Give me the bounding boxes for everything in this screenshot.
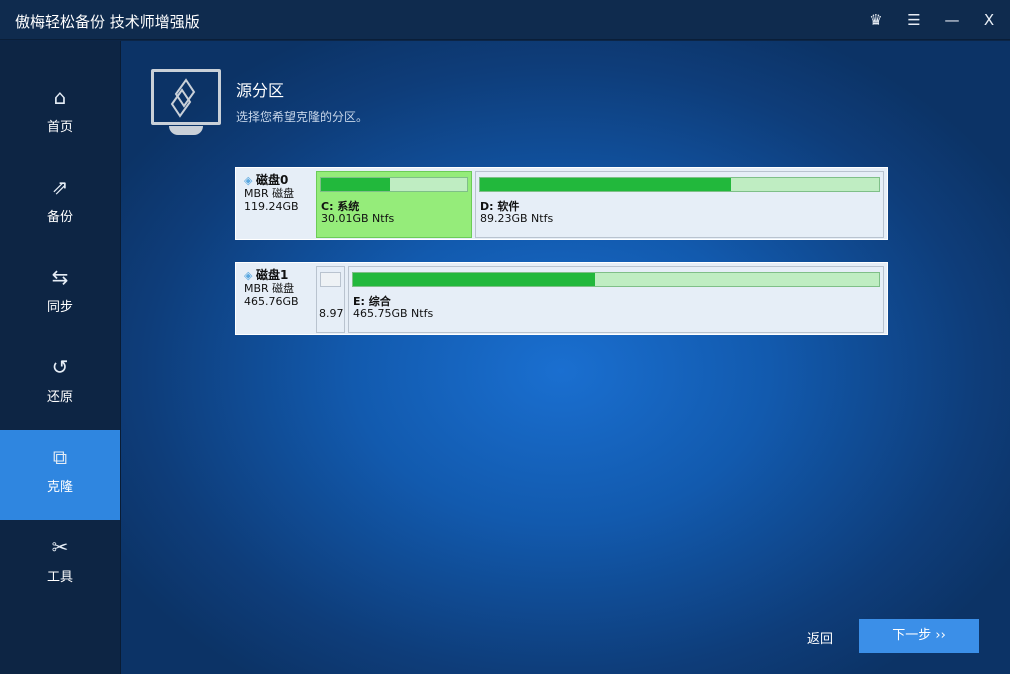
monitor-partition-icon bbox=[151, 69, 221, 125]
disk-name: 磁盘0 bbox=[255, 173, 289, 187]
partition-name: C: 系统 bbox=[321, 200, 360, 213]
partition[interactable]: 8.97 bbox=[316, 266, 345, 333]
monitor-stand bbox=[169, 126, 203, 135]
partition-name: D: 软件 bbox=[480, 200, 520, 213]
sidebar-item-tools[interactable]: ✂ 工具 bbox=[0, 520, 120, 610]
sidebar-item-sync[interactable]: ⇆ 同步 bbox=[0, 250, 120, 340]
sidebar: ⌂ 首页 ⇗ 备份 ⇆ 同步 ↺ 还原 ⧉ 克隆 ✂ 工具 bbox=[0, 41, 121, 674]
home-icon: ⌂ bbox=[53, 85, 67, 109]
partition-size: 30.01GB Ntfs bbox=[321, 212, 395, 225]
close-button[interactable]: X bbox=[983, 11, 995, 29]
usage-bar bbox=[479, 177, 880, 192]
partition-size: 465.75GB Ntfs bbox=[353, 307, 434, 320]
sidebar-item-label: 还原 bbox=[46, 390, 73, 405]
window-title: 傲梅轻松备份 技术师增强版 bbox=[15, 13, 200, 31]
usage-bar bbox=[320, 272, 341, 287]
sidebar-item-label: 首页 bbox=[46, 120, 73, 135]
title-bar: 傲梅轻松备份 技术师增强版 ♛ ☰ — X bbox=[0, 0, 1010, 40]
back-button[interactable]: 返回 bbox=[807, 632, 834, 647]
sidebar-item-clone[interactable]: ⧉ 克隆 bbox=[0, 430, 120, 520]
sidebar-item-label: 克隆 bbox=[46, 480, 73, 495]
disk-info: ◈ 磁盘1 MBR 磁盘 465.76GB bbox=[244, 268, 299, 309]
disk-size: 465.76GB bbox=[244, 295, 299, 308]
disk-row: ◈ 磁盘0 MBR 磁盘 119.24GB C: 系统 30.01GB Ntfs D… bbox=[235, 167, 888, 240]
minimize-button[interactable]: — bbox=[944, 11, 960, 29]
restore-icon: ↺ bbox=[51, 355, 69, 379]
upgrade-crown-icon[interactable]: ♛ bbox=[869, 11, 883, 29]
sidebar-item-label: 同步 bbox=[46, 300, 73, 315]
disk-row: ◈ 磁盘1 MBR 磁盘 465.76GB 8.97 E: 综合 465.75GB … bbox=[235, 262, 888, 335]
tools-icon: ✂ bbox=[51, 535, 69, 559]
backup-icon: ⇗ bbox=[51, 175, 69, 199]
disk-size: 119.24GB bbox=[244, 200, 299, 213]
partition[interactable]: E: 综合 465.75GB Ntfs bbox=[348, 266, 884, 333]
partition-name: E: 综合 bbox=[353, 295, 391, 308]
main-panel: 源分区 选择您希望克隆的分区。 ◈ 磁盘0 MBR 磁盘 119.24GB C: 系… bbox=[121, 41, 1010, 674]
disk-icon: ◈ bbox=[244, 174, 253, 187]
clone-icon: ⧉ bbox=[52, 445, 68, 469]
partition[interactable]: C: 系统 30.01GB Ntfs bbox=[316, 171, 472, 238]
next-button[interactable]: 下一步 ›› bbox=[859, 619, 979, 653]
usage-bar bbox=[320, 177, 468, 192]
sidebar-item-home[interactable]: ⌂ 首页 bbox=[0, 70, 120, 160]
disk-type: MBR 磁盘 bbox=[244, 282, 295, 295]
page-subtitle: 选择您希望克隆的分区。 bbox=[236, 110, 369, 124]
sidebar-item-backup[interactable]: ⇗ 备份 bbox=[0, 160, 120, 250]
sidebar-item-label: 工具 bbox=[46, 570, 73, 585]
partition[interactable]: D: 软件 89.23GB Ntfs bbox=[475, 171, 884, 238]
disk-info: ◈ 磁盘0 MBR 磁盘 119.24GB bbox=[244, 173, 299, 214]
menu-icon[interactable]: ☰ bbox=[907, 11, 921, 29]
disk-name: 磁盘1 bbox=[255, 268, 289, 282]
usage-bar bbox=[352, 272, 880, 287]
partition-size: 89.23GB Ntfs bbox=[480, 212, 554, 225]
disk-type: MBR 磁盘 bbox=[244, 187, 295, 200]
sync-icon: ⇆ bbox=[51, 265, 69, 289]
partition-size: 8.97 bbox=[319, 307, 344, 320]
sidebar-item-restore[interactable]: ↺ 还原 bbox=[0, 340, 120, 430]
sidebar-item-label: 备份 bbox=[46, 210, 73, 225]
disk-icon: ◈ bbox=[244, 269, 253, 282]
page-title: 源分区 bbox=[236, 81, 285, 100]
